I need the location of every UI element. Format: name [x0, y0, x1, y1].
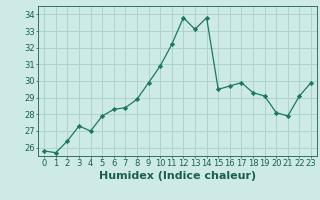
X-axis label: Humidex (Indice chaleur): Humidex (Indice chaleur)	[99, 171, 256, 181]
